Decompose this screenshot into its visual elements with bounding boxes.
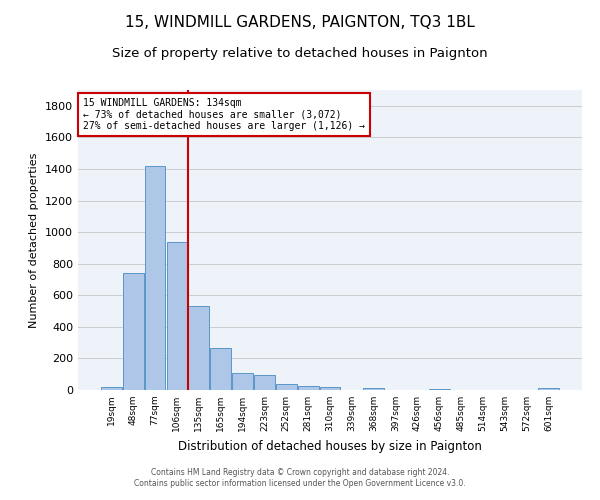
Bar	[101, 386, 122, 390]
Y-axis label: Number of detached properties: Number of detached properties	[29, 152, 40, 328]
Bar	[232, 374, 253, 390]
Bar	[276, 384, 296, 390]
Bar	[188, 306, 209, 390]
Bar	[320, 388, 340, 390]
Bar	[254, 376, 275, 390]
Text: Size of property relative to detached houses in Paignton: Size of property relative to detached ho…	[112, 48, 488, 60]
Text: 15 WINDMILL GARDENS: 134sqm
← 73% of detached houses are smaller (3,072)
27% of : 15 WINDMILL GARDENS: 134sqm ← 73% of det…	[83, 98, 365, 130]
Bar	[167, 242, 187, 390]
Bar	[123, 273, 143, 390]
Text: 15, WINDMILL GARDENS, PAIGNTON, TQ3 1BL: 15, WINDMILL GARDENS, PAIGNTON, TQ3 1BL	[125, 15, 475, 30]
X-axis label: Distribution of detached houses by size in Paignton: Distribution of detached houses by size …	[178, 440, 482, 452]
Bar	[538, 388, 559, 390]
Bar	[145, 166, 166, 390]
Bar	[210, 348, 231, 390]
Bar	[298, 386, 319, 390]
Text: Contains HM Land Registry data © Crown copyright and database right 2024.
Contai: Contains HM Land Registry data © Crown c…	[134, 468, 466, 487]
Bar	[364, 388, 384, 390]
Bar	[429, 389, 450, 390]
